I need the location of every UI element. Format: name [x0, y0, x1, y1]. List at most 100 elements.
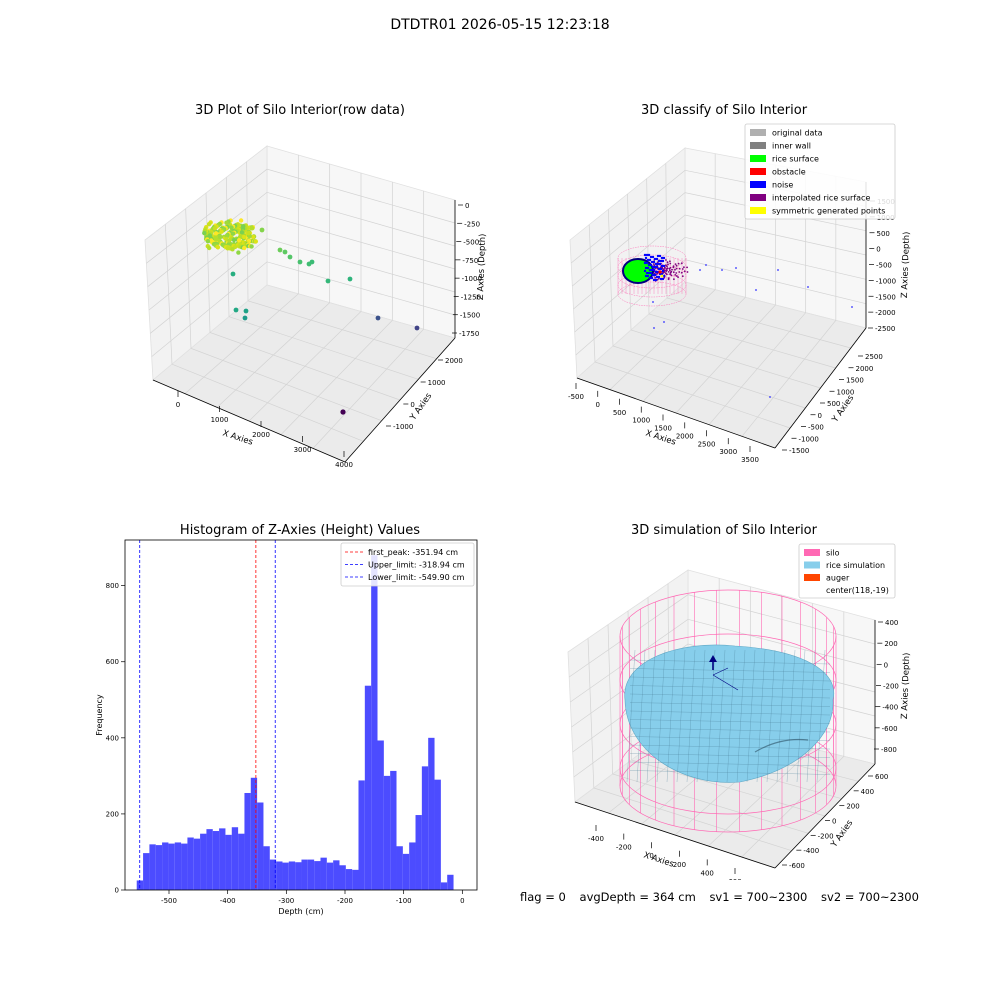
p2-interp-point — [666, 265, 668, 268]
p2-x-tick-label: 3000 — [719, 448, 737, 456]
sv1-value: sv1 = 700~2300 — [709, 890, 808, 904]
p4-legend-label: center(118,-19) — [826, 586, 889, 595]
avg-depth-value: avgDepth = 364 cm — [579, 890, 696, 904]
p2-noise-point — [659, 267, 663, 271]
p1-rice-point — [224, 233, 229, 239]
p4-y-tick-label: -600 — [789, 862, 805, 870]
p1-x-tick-label: 0 — [176, 401, 180, 409]
p4-legend-label: rice simulation — [826, 561, 885, 570]
p3-bar — [193, 838, 201, 890]
p3-bar — [345, 869, 353, 890]
p2-interp-point — [672, 271, 675, 274]
p1-rice-point — [241, 234, 247, 240]
p2-interp-point — [665, 264, 667, 267]
p4-rice-mesh — [629, 702, 831, 707]
p4-y-tick-label: -200 — [818, 832, 834, 840]
p2-interp-point — [667, 263, 669, 266]
p2-rice-surface — [622, 258, 654, 284]
p2-legend — [744, 123, 896, 220]
p1-rice-point — [213, 234, 219, 240]
p2-interp-point — [683, 270, 686, 273]
p2-interp-point — [683, 266, 685, 269]
p4-y-tick-label: 400 — [861, 788, 874, 796]
p3-bar — [269, 859, 277, 890]
p2-noise-point — [646, 274, 650, 278]
p1-rice-point — [213, 231, 219, 236]
p1-rice-point — [202, 230, 207, 236]
p2-interp-point — [674, 268, 676, 271]
p1-y-axis — [344, 337, 456, 463]
p4-legend-label: auger — [826, 574, 850, 583]
p2-z-tick-label: -1000 — [876, 277, 896, 285]
p4-grid-x — [741, 611, 845, 858]
p2-x-axis — [576, 377, 776, 449]
p2-interp-point — [678, 267, 681, 270]
p4-grid-z — [568, 594, 876, 678]
p3-bar — [282, 862, 289, 890]
p4-rice-mesh — [706, 649, 716, 783]
p2-noise-point — [650, 276, 654, 280]
p1-rice-point — [212, 226, 218, 231]
p2-noise-point — [643, 261, 647, 265]
p4-rice-mesh — [756, 649, 766, 783]
p1-rice-point — [207, 233, 213, 238]
p4-legend-swatch — [804, 574, 820, 581]
p3-x-tick-label: -200 — [337, 897, 353, 905]
p1-rice-point — [241, 224, 246, 229]
p2-x-tick-label: -500 — [568, 393, 584, 401]
p3-bar — [333, 860, 340, 890]
p4-rice-mesh — [629, 710, 831, 716]
p3-y-tick-label: 600 — [106, 658, 119, 666]
p1-rice-point — [224, 220, 229, 225]
p2-noise-point — [660, 272, 664, 276]
p3-bar — [307, 859, 315, 890]
p2-interp-point — [677, 262, 680, 265]
p2-legend-swatch — [750, 168, 766, 175]
p2-noise-point — [755, 289, 757, 291]
sv2-value: sv2 = 700~2300 — [821, 890, 919, 904]
p3-bar — [250, 777, 258, 890]
p4-z-tick-label: 400 — [885, 619, 898, 627]
p2-interp-point — [675, 272, 678, 274]
p3-bar — [320, 857, 327, 890]
p4-y-tick-label: -400 — [803, 847, 819, 855]
p1-rice-point — [206, 222, 212, 227]
p4-surface-crease — [754, 738, 809, 753]
p4-y-axis — [774, 763, 876, 869]
p1-grid-x — [312, 191, 425, 449]
plot4-title: 3D simulation of Silo Interior — [631, 523, 817, 538]
p3-legend-label: Lower_limit: -549.90 cm — [368, 573, 465, 582]
p2-noise-point — [648, 276, 652, 280]
p4-x-tick-label: 0 — [649, 852, 653, 860]
p2-noise-point — [645, 271, 649, 275]
p2-legend-swatch — [750, 142, 766, 149]
p2-noise-point — [649, 255, 653, 259]
p2-interp-point — [675, 267, 678, 270]
p2-z-tick-label: 0 — [876, 246, 880, 254]
p2-y-tick-label: 1500 — [846, 377, 864, 385]
p2-interp-point — [658, 277, 660, 280]
p2-interp-point — [666, 261, 669, 264]
p1-rice-point — [250, 234, 256, 240]
p4-x-tick-label: 400 — [701, 869, 714, 877]
p2-noise-point — [777, 269, 779, 271]
p1-rice-point — [230, 247, 235, 252]
p1-rice-point — [209, 238, 214, 243]
p2-noise-point — [652, 268, 656, 272]
p4-rice-mesh — [736, 649, 746, 783]
p2-y-tick-label: 2000 — [856, 365, 874, 373]
p2-x-tick-label: 500 — [613, 409, 626, 417]
p2-interp-point — [675, 275, 678, 277]
p3-bar — [415, 815, 422, 890]
p3-bar — [231, 827, 239, 890]
p2-interp-point — [674, 274, 677, 276]
p2-interp-point — [675, 264, 678, 267]
p2-obstacle-point — [658, 270, 662, 274]
p2-grid-x — [741, 176, 837, 437]
p2-interp-point — [669, 262, 672, 265]
p1-data-point — [243, 308, 249, 314]
p4-z-tick-label: 200 — [884, 640, 897, 648]
p2-interp-point — [665, 273, 668, 276]
p4-rice-mesh — [629, 719, 831, 724]
p3-bar — [295, 862, 302, 890]
